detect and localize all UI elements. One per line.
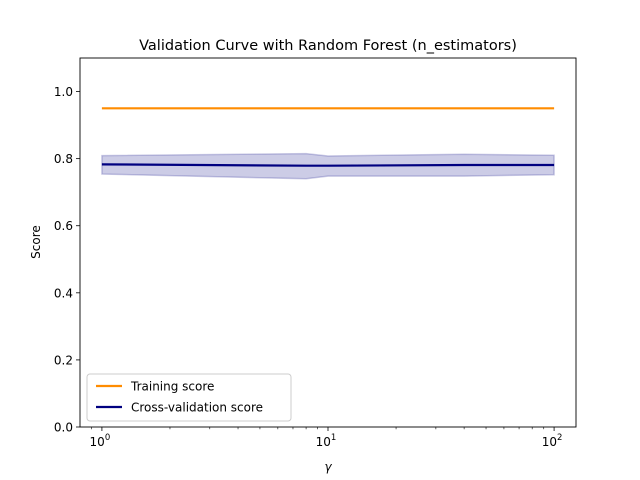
y-tick-label: 0.2	[54, 353, 73, 367]
y-tick-label: 0.8	[54, 152, 73, 166]
cross-validation-score-line	[101, 163, 555, 167]
x-axis-label: γ	[324, 460, 332, 474]
chart-title: Validation Curve with Random Forest (n_e…	[139, 38, 517, 54]
training-score-legend-label: Training score	[130, 380, 214, 394]
legend: Training score Cross-validation score	[86, 373, 292, 422]
y-tick-label: 0.4	[54, 286, 73, 300]
y-tick-label: 0.0	[54, 421, 73, 435]
y-tick-label: 1.0	[54, 85, 73, 99]
series-lines	[101, 107, 555, 167]
y-axis: 0.0 0.2 0.4 0.6 0.8 1.0	[54, 85, 80, 435]
y-tick-label: 0.6	[54, 219, 73, 233]
legend-box	[86, 373, 292, 422]
cross-validation-score-legend-label: Cross-validation score	[131, 401, 263, 415]
plot-area	[101, 107, 555, 180]
y-axis-label: Score	[29, 225, 43, 259]
